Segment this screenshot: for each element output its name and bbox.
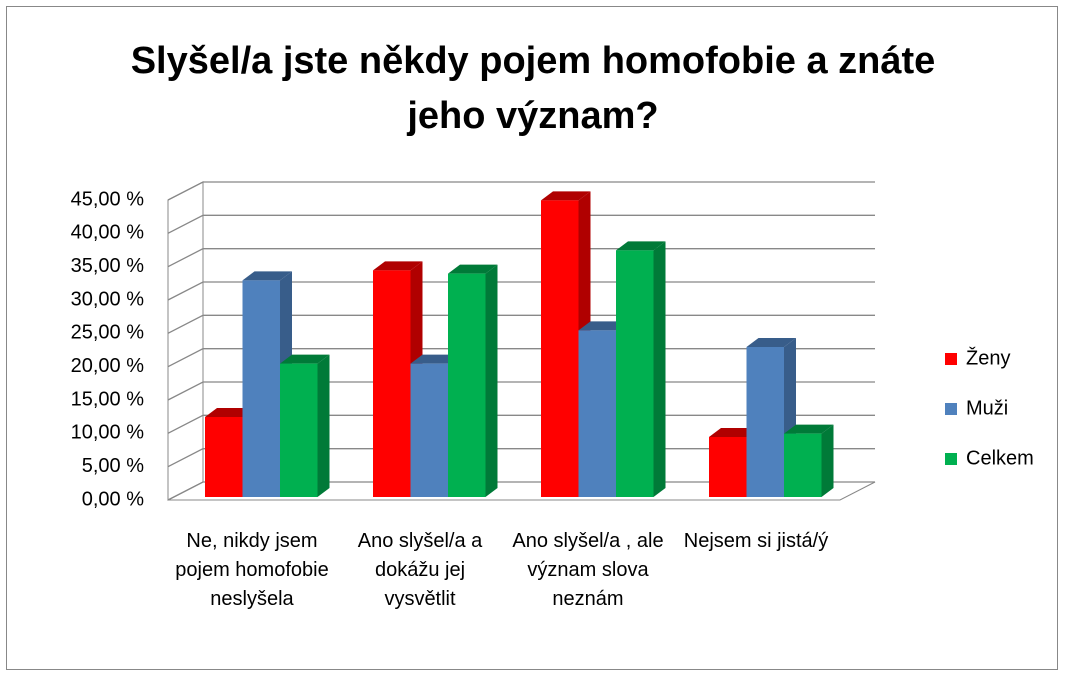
- bar-top: [280, 354, 330, 364]
- bar-side: [485, 264, 498, 497]
- bar-top: [410, 354, 460, 364]
- legend-label: Muži: [966, 397, 1008, 419]
- bar-front: [616, 250, 654, 497]
- chart-title: Slyšel/a jste někdy pojem homofobie a zn…: [130, 40, 936, 137]
- bar-top: [242, 271, 292, 281]
- bar-front: [280, 363, 318, 497]
- grid-line: [167, 248, 875, 268]
- chart-frame: [6, 6, 1058, 670]
- bar-front: [541, 200, 579, 498]
- bar-top: [448, 264, 498, 274]
- y-tick-label: 10,00 %: [71, 422, 145, 444]
- grid-line: [167, 181, 875, 201]
- bar-front: [205, 417, 243, 497]
- bar-top: [746, 338, 796, 347]
- bar-front: [373, 270, 411, 497]
- x-tick-label: Ano slyšel/a a dokážu jej vysvětlit: [357, 530, 483, 610]
- bar-top: [205, 408, 255, 417]
- bar-top: [784, 424, 834, 434]
- bar-front: [242, 280, 280, 497]
- y-tick-label: 40,00 %: [71, 222, 145, 244]
- bar-front: [709, 437, 747, 497]
- bar: [448, 264, 498, 497]
- legend-swatch: [945, 403, 957, 415]
- bar-front: [746, 347, 784, 497]
- y-tick-label: 35,00 %: [71, 255, 145, 277]
- grid-line: [167, 214, 875, 234]
- x-tick-label: Nejsem si jistá/ý: [683, 530, 829, 552]
- legend-label: Celkem: [966, 447, 1034, 469]
- bar-side: [317, 354, 330, 497]
- y-tick-label: 5,00 %: [82, 455, 144, 477]
- bar-front: [578, 330, 616, 497]
- y-tick-label: 0,00 %: [82, 488, 144, 510]
- x-tick-label: Ne, nikdy jsem pojem homofobie neslyšela: [175, 530, 329, 610]
- bar-side: [821, 424, 834, 497]
- y-tick-label: 30,00 %: [71, 288, 145, 310]
- side-wall: [167, 181, 204, 501]
- y-tick-label: 25,00 %: [71, 322, 145, 344]
- bar-top: [616, 241, 666, 251]
- bar-top: [709, 428, 759, 437]
- legend-swatch: [945, 453, 957, 465]
- bar-front: [448, 273, 486, 497]
- y-tick-label: 20,00 %: [71, 355, 145, 377]
- bar: [784, 424, 834, 497]
- y-tick-label: 15,00 %: [71, 388, 145, 410]
- bar-top: [541, 191, 591, 201]
- bar-top: [373, 261, 423, 271]
- x-tick-label: Ano slyšel/a , ale význam slova neznám: [512, 530, 664, 610]
- bar-front: [784, 433, 822, 497]
- bar-front: [410, 363, 448, 497]
- legend-swatch: [945, 353, 957, 365]
- bar-side: [653, 241, 666, 497]
- bar-top: [578, 321, 628, 331]
- legend-label: Ženy: [966, 346, 1010, 369]
- y-tick-label: 45,00 %: [71, 188, 145, 210]
- bar: [280, 354, 330, 497]
- bar: [616, 241, 666, 497]
